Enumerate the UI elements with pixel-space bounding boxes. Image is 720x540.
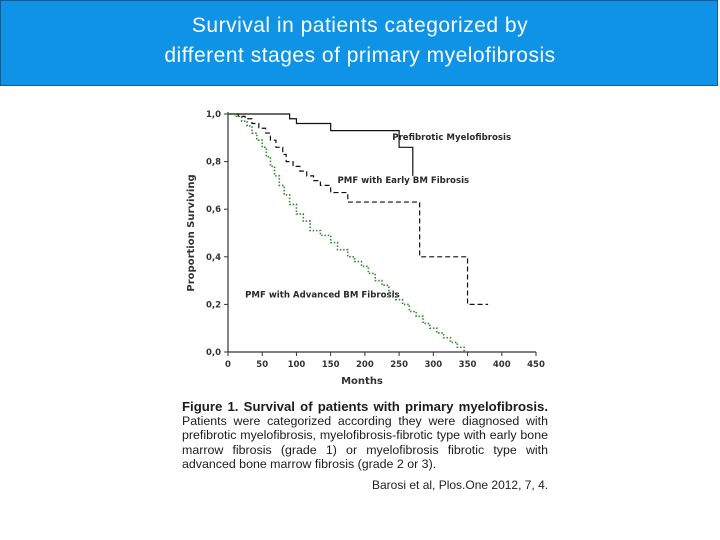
y-axis-label: Proportion Surviving: [186, 174, 197, 291]
y-tick-label: 0,0: [206, 348, 221, 358]
curve-label-1: Prefibrotic Myelofibrosis: [392, 133, 511, 143]
x-tick-label: 100: [288, 360, 306, 370]
x-tick-label: 250: [390, 360, 408, 370]
series-line-1: [228, 113, 414, 176]
y-tick-label: 0,6: [206, 205, 221, 215]
chart-annotations: Prefibrotic Myelofibrosis PMF with Early …: [245, 133, 511, 300]
x-tick-label: 300: [424, 360, 442, 370]
x-tick-label: 400: [493, 360, 511, 370]
y-tick-label: 0,8: [206, 158, 221, 168]
x-axis-label: Months: [341, 376, 383, 387]
slide-title: Survival in patients categorized by diff…: [1, 11, 719, 71]
chart-axes: 0 50 100 150 200 250 300 350 400 450 0,0 0,2 0,4 0,6 0…: [186, 110, 545, 387]
x-tick-label: 0: [225, 360, 231, 370]
slide-title-line-2: different stages of primary myelofibrosi…: [164, 44, 556, 67]
citation: Barosi et al, Plos.One 2012, 7, 4.: [372, 478, 549, 492]
chart-series: [228, 113, 489, 352]
x-tick-label: 350: [459, 360, 477, 370]
x-tick-label: 450: [527, 360, 545, 370]
y-tick-label: 0,2: [206, 300, 221, 310]
figure-caption-body: Patients were categorized according they…: [182, 414, 548, 471]
x-tick-label: 200: [356, 360, 374, 370]
x-tick-label: 150: [322, 360, 340, 370]
survival-chart: 0 50 100 150 200 250 300 350 400 450 0,0 0,2 0,4 0,6 0…: [178, 102, 550, 392]
curve-label-2: PMF with Early BM Fibrosis: [338, 176, 470, 186]
curve-label-3: PMF with Advanced BM Fibrosis: [245, 290, 400, 300]
y-tick-label: 1,0: [206, 110, 221, 120]
figure-caption-lead: Figure 1. Survival of patients with prim…: [182, 399, 548, 414]
x-tick-label: 50: [256, 360, 268, 370]
series-line-3: [228, 113, 465, 352]
series-line-2: [228, 113, 489, 305]
slide-title-line-1: Survival in patients categorized by: [191, 14, 529, 37]
slide-title-banner: Survival in patients categorized by diff…: [0, 0, 718, 86]
plot-area: [178, 102, 550, 392]
y-tick-label: 0,4: [206, 253, 221, 263]
figure-caption: Figure 1. Survival of patients with prim…: [182, 399, 548, 471]
